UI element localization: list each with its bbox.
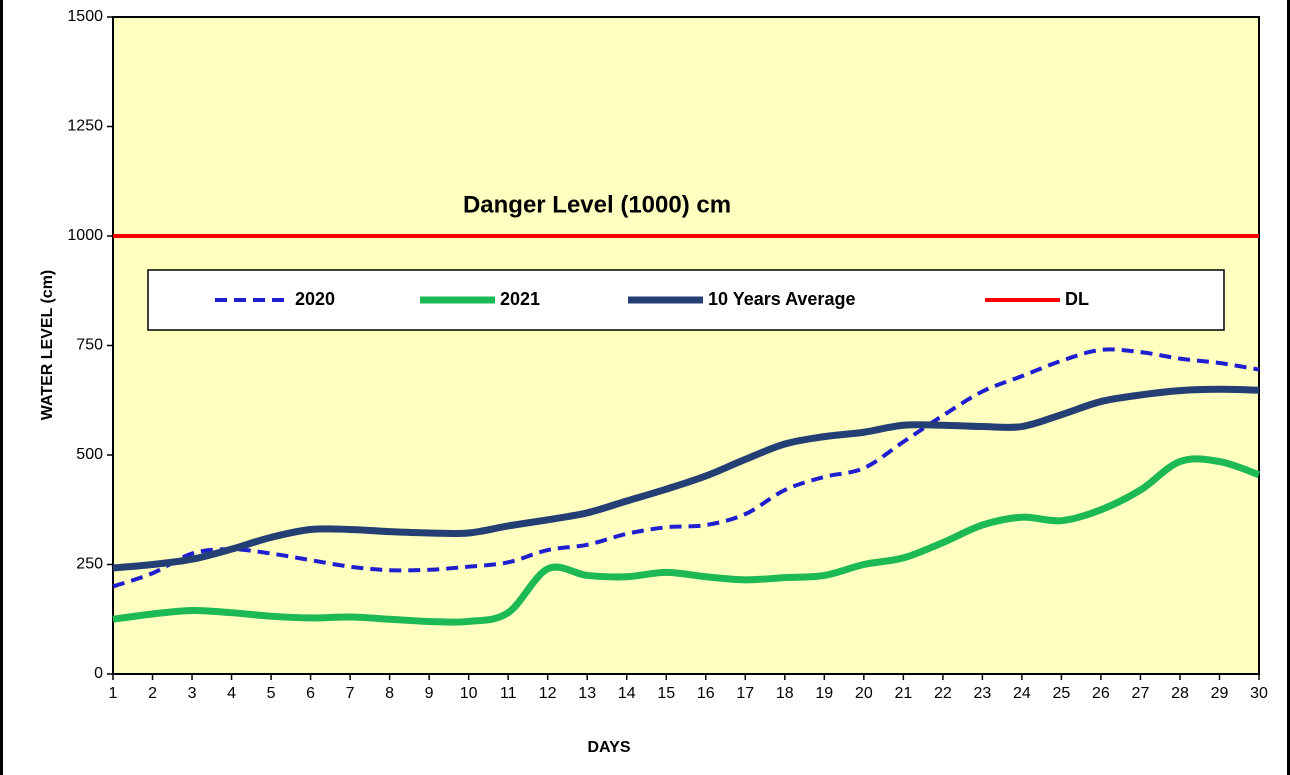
x-tick-label: 4 [227,685,236,702]
y-tick-label: 750 [76,337,103,354]
x-tick-label: 8 [385,685,394,702]
x-tick-label: 21 [894,685,912,702]
x-tick-label: 24 [1013,685,1031,702]
y-tick-label: 1250 [67,118,103,135]
x-tick-label: 10 [460,685,478,702]
x-tick-label: 2 [148,685,157,702]
x-tick-label: 16 [697,685,715,702]
legend-label: DL [1065,289,1089,309]
x-tick-label: 5 [267,685,276,702]
x-tick-label: 15 [657,685,675,702]
x-tick-label: 18 [776,685,794,702]
danger-label: Danger Level (1000) cm [463,191,731,218]
legend-label: 10 Years Average [708,289,855,309]
x-tick-label: 25 [1053,685,1071,702]
x-tick-label: 9 [425,685,434,702]
legend-label: 2020 [295,289,335,309]
x-tick-label: 12 [539,685,557,702]
y-tick-label: 250 [76,556,103,573]
x-tick-label: 1 [109,685,118,702]
series-line [112,385,1260,572]
y-tick-label: 500 [76,446,103,463]
x-tick-label: 3 [188,685,197,702]
series-line [112,455,1261,626]
y-axis-label: WATER LEVEL (cm) [39,270,56,421]
plot-background [112,16,1260,675]
x-tick-label: 23 [973,685,991,702]
x-tick-label: 7 [346,685,355,702]
x-tick-label: 11 [500,685,517,702]
x-tick-label: 30 [1250,685,1268,702]
x-axis-label: DAYS [588,739,631,756]
x-tick-label: 29 [1211,685,1229,702]
x-tick-label: 17 [736,685,754,702]
y-tick-label: 1000 [67,227,103,244]
x-tick-label: 22 [934,685,952,702]
x-tick-label: 19 [815,685,833,702]
x-tick-label: 14 [618,685,636,702]
x-tick-label: 26 [1092,685,1110,702]
y-tick-label: 1500 [67,8,103,25]
legend-label: 2021 [500,289,540,309]
x-tick-label: 20 [855,685,873,702]
x-tick-label: 6 [306,685,315,702]
x-tick-label: 28 [1171,685,1189,702]
x-tick-label: 27 [1132,685,1150,702]
x-tick-label: 13 [578,685,596,702]
y-tick-label: 0 [94,665,103,682]
